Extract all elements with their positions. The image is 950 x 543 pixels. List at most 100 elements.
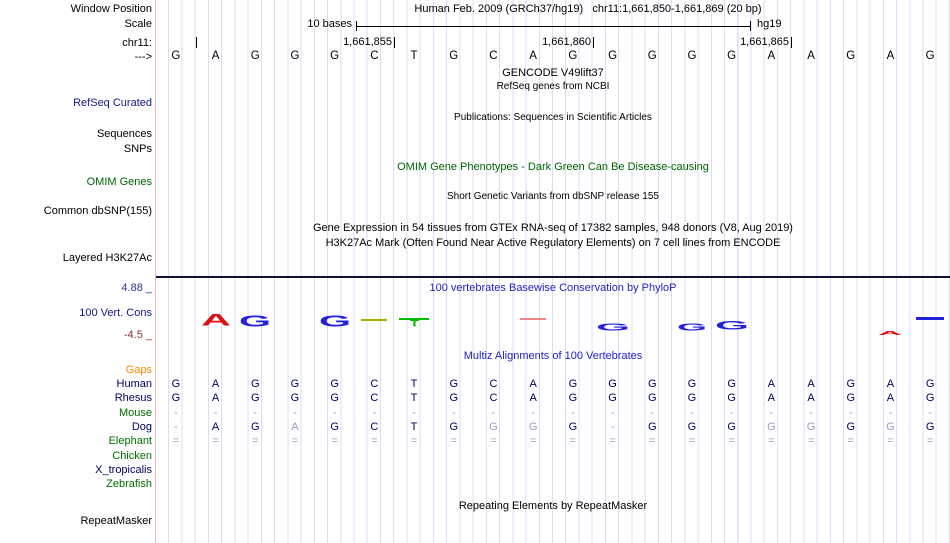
- svg-text:G: G: [319, 315, 351, 327]
- alignment-base-mouse: -: [213, 407, 218, 419]
- alignment-base-mouse: -: [848, 407, 853, 419]
- alignment-base-elephant: =: [926, 435, 934, 447]
- track-label-vertcons[interactable]: 100 Vert. Cons: [79, 307, 152, 319]
- alignment-base-elephant: =: [728, 435, 735, 447]
- center-label-multiz_t[interactable]: Multiz Alignments of 100 Vertebrates: [463, 350, 643, 362]
- ruler-tick: [195, 37, 197, 48]
- alignment-base-dog: G: [449, 421, 459, 433]
- alignment-base-rhesus: G: [925, 392, 935, 404]
- conservation-logo-letter: G: [596, 318, 630, 333]
- conservation-logo-letter: G: [715, 317, 749, 332]
- track-label-dbsnp[interactable]: Common dbSNP(155): [43, 205, 152, 217]
- conservation-logo-dash: [916, 317, 945, 320]
- sequence-base: A: [807, 50, 815, 62]
- sequence-base: G: [330, 50, 340, 62]
- center-label-rmsk_t[interactable]: Repeating Elements by RepeatMasker: [458, 500, 648, 512]
- track-label-elephant[interactable]: Elephant: [108, 435, 152, 447]
- alignment-base-elephant: =: [768, 435, 775, 447]
- alignment-base-rhesus: A: [767, 392, 776, 404]
- sequence-base: C: [370, 50, 379, 62]
- alignment-base-rhesus: A: [886, 392, 895, 404]
- track-label-zebrafish[interactable]: Zebrafish: [106, 478, 152, 490]
- scale-bar-label: 10 bases: [307, 18, 352, 30]
- alignment-base-dog: G: [846, 421, 856, 433]
- alignment-base-human: C: [370, 378, 379, 390]
- alignment-base-mouse: -: [809, 407, 813, 419]
- center-label-omim_t[interactable]: OMIM Gene Phenotypes - Dark Green Can Be…: [397, 161, 709, 173]
- position-range-label: chr11:1,661,850-1,661,869 (20 bp): [592, 3, 762, 15]
- alignment-base-human: A: [529, 378, 537, 390]
- sequence-base: G: [608, 50, 618, 62]
- alignment-base-elephant: =: [529, 435, 537, 447]
- ruler-tick-label: 1,661,860: [542, 36, 591, 48]
- svg-text:T: T: [410, 320, 419, 327]
- alignment-base-human: A: [807, 378, 815, 390]
- track-label-snps[interactable]: SNPs: [123, 143, 152, 155]
- alignment-base-elephant: =: [649, 435, 656, 447]
- alignment-base-rhesus: G: [171, 392, 181, 404]
- alignment-base-elephant: =: [212, 435, 219, 447]
- alignment-base-dog: -: [610, 421, 615, 433]
- track-label-omim[interactable]: OMIM Genes: [86, 176, 152, 188]
- ruler-tick: [791, 37, 792, 48]
- alignment-base-dog: G: [925, 421, 935, 433]
- center-label-gencode[interactable]: GENCODE V49lift37: [502, 67, 604, 79]
- alignment-base-mouse: -: [332, 407, 337, 419]
- track-label-rmsk[interactable]: RepeatMasker: [80, 515, 152, 527]
- sequence-base: C: [489, 50, 498, 62]
- center-label-phylop_t[interactable]: 100 vertebrates Basewise Conservation by…: [429, 282, 677, 294]
- alignment-base-dog: G: [250, 421, 260, 433]
- alignment-base-mouse: -: [491, 407, 496, 419]
- sequence-base: G: [647, 50, 657, 62]
- alignment-base-mouse: -: [769, 407, 774, 419]
- track-label-chicken[interactable]: Chicken: [112, 450, 152, 462]
- conservation-logo-dash: [399, 318, 430, 320]
- track-label-rhesus[interactable]: Rhesus: [114, 392, 152, 404]
- track-label-refseq[interactable]: RefSeq Curated: [73, 97, 152, 109]
- sequence-base: A: [529, 50, 537, 62]
- sequence-base: A: [211, 50, 220, 62]
- alignment-base-human: G: [449, 378, 459, 390]
- track-label-sequences[interactable]: Sequences: [96, 128, 152, 140]
- track-label-wp: Window Position: [70, 3, 152, 15]
- scale-bar-line: [356, 26, 751, 27]
- alignment-base-dog: G: [767, 421, 776, 433]
- sequence-base: G: [925, 50, 935, 62]
- sequence-base: G: [250, 50, 260, 62]
- sequence-base: G: [846, 50, 856, 62]
- alignment-base-elephant: =: [371, 435, 378, 447]
- svg-text:G: G: [715, 321, 749, 330]
- center-label-pubs[interactable]: Publications: Sequences in Scientific Ar…: [454, 112, 652, 123]
- assembly-label: Human Feb. 2009 (GRCh37/hg19): [414, 3, 584, 15]
- svg-text:G: G: [596, 323, 630, 331]
- track-label-h3k[interactable]: Layered H3K27Ac: [62, 252, 152, 264]
- conservation-track-top-border: [156, 276, 950, 278]
- sequence-base: G: [449, 50, 459, 62]
- track-label-mouse[interactable]: Mouse: [118, 407, 152, 419]
- alignment-base-mouse: -: [729, 407, 734, 419]
- track-label-dog[interactable]: Dog: [131, 421, 152, 433]
- center-label-h3k_t[interactable]: H3K27Ac Mark (Often Found Near Active Re…: [325, 237, 781, 249]
- center-label-gtex_t[interactable]: Gene Expression in 54 tissues from GTEx …: [313, 222, 793, 234]
- track-label-arrow: --->: [134, 51, 152, 63]
- center-label-refseq_sub[interactable]: RefSeq genes from NCBI: [496, 81, 610, 92]
- alignment-base-human: G: [171, 378, 181, 390]
- scale-assembly-label: hg19: [757, 18, 782, 30]
- alignment-base-mouse: -: [610, 407, 615, 419]
- alignment-base-mouse: -: [372, 407, 377, 419]
- alignment-base-human: T: [410, 378, 418, 390]
- track-label-gaps[interactable]: Gaps: [125, 364, 152, 376]
- ruler-tick-label: 1,661,865: [740, 36, 789, 48]
- track-label-human[interactable]: Human: [116, 378, 152, 390]
- alignment-base-dog: G: [727, 421, 736, 433]
- track-label-xtrop[interactable]: X_tropicalis: [95, 464, 152, 476]
- alignment-base-dog: -: [174, 421, 178, 433]
- alignment-base-rhesus: T: [410, 392, 418, 404]
- alignment-base-dog: G: [886, 421, 895, 433]
- center-label-dbsnp_t[interactable]: Short Genetic Variants from dbSNP releas…: [447, 191, 659, 202]
- alignment-base-dog: T: [410, 421, 418, 433]
- alignment-base-dog: A: [211, 421, 220, 433]
- alignment-base-rhesus: G: [449, 392, 459, 404]
- alignment-base-elephant: =: [609, 435, 616, 447]
- alignment-base-elephant: =: [450, 435, 457, 447]
